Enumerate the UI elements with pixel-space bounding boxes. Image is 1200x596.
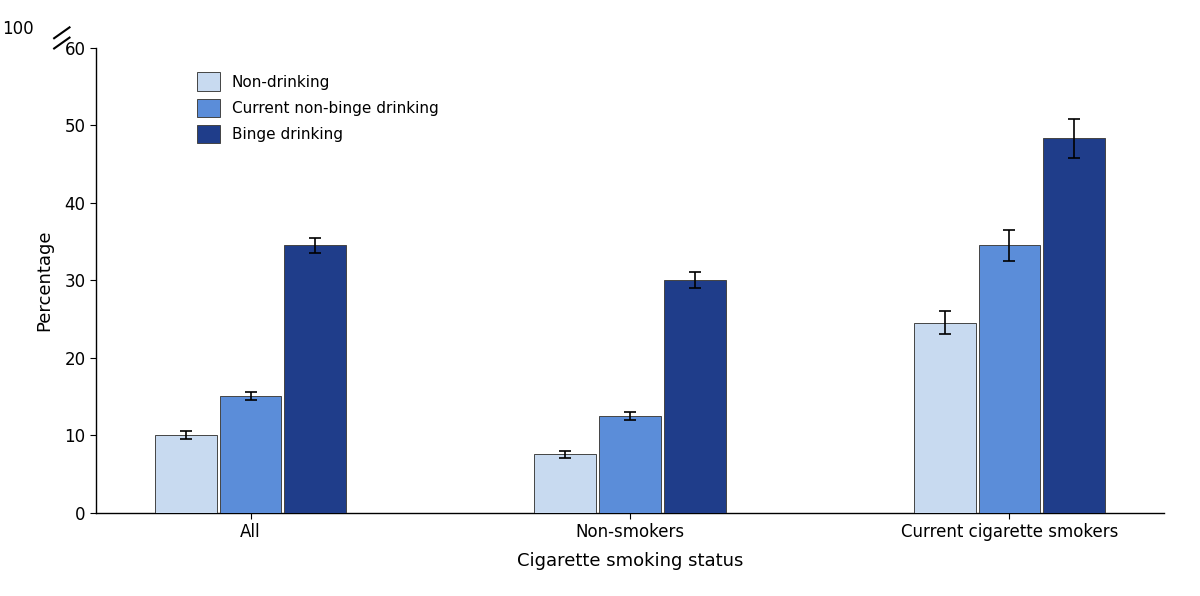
Bar [155,435,217,513]
Bar [1043,138,1105,513]
Bar [599,416,661,513]
Legend: Non-drinking, Current non-binge drinking, Binge drinking: Non-drinking, Current non-binge drinking… [190,64,446,151]
Text: 100: 100 [2,20,34,38]
Bar [664,280,726,513]
Bar [978,246,1040,513]
Bar [914,323,976,513]
Bar [534,454,596,513]
Bar [284,246,346,513]
Bar [220,396,282,513]
X-axis label: Cigarette smoking status: Cigarette smoking status [517,552,743,570]
Y-axis label: Percentage: Percentage [35,229,53,331]
